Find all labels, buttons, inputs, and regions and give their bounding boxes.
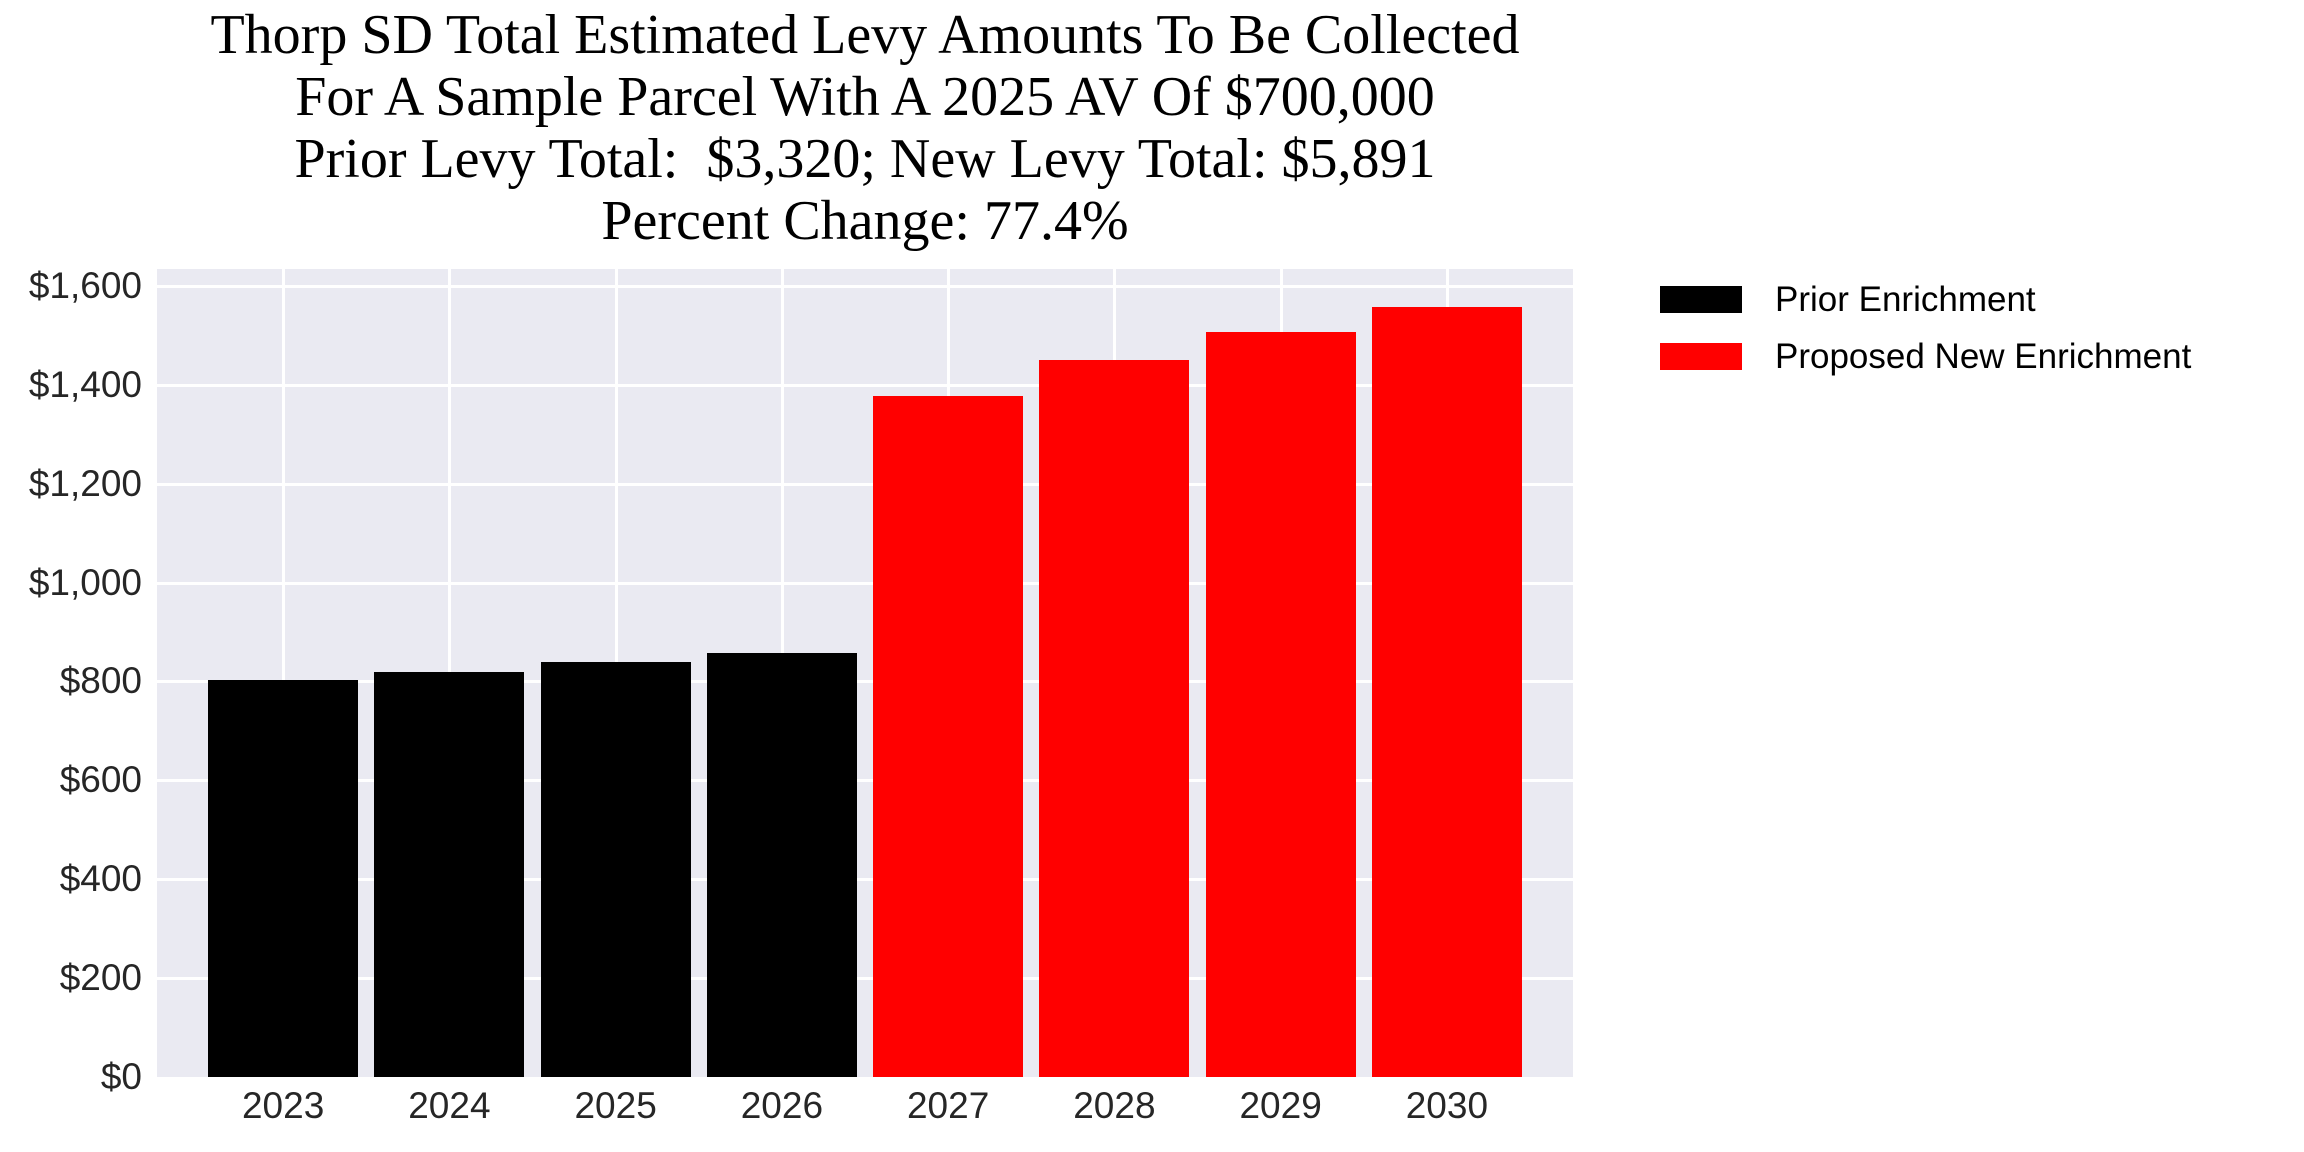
y-tick-label-1400: $1,400 [28, 363, 142, 405]
gridline-y-1600 [157, 284, 1573, 288]
gridline-y-1200 [157, 482, 1573, 486]
legend-item: Prior Enrichment [1660, 280, 2191, 319]
bar-2029 [1205, 332, 1356, 1077]
y-tick-label-0: $0 [100, 1056, 142, 1097]
plot-area [157, 269, 1573, 1077]
x-tick-label-2024: 2024 [408, 1085, 491, 1126]
gridline-y-400 [157, 878, 1573, 882]
y-tick-label-200: $200 [59, 957, 142, 999]
bar-2025 [540, 661, 691, 1077]
legend: Prior Enrichment Proposed New Enrichment [1660, 280, 2191, 400]
bar-2026 [706, 652, 857, 1077]
x-tick-label-2023: 2023 [241, 1085, 325, 1126]
bar-2024 [374, 672, 525, 1077]
y-tick-label-1200: $1,200 [28, 462, 142, 504]
x-tick-label-2025: 2025 [574, 1085, 657, 1126]
gridline-x-2023 [282, 269, 286, 1077]
legend-item: Proposed New Enrichment [1660, 337, 2191, 376]
y-tick-label-600: $600 [59, 759, 142, 801]
y-tick-label-800: $800 [59, 660, 142, 702]
chart-title: Thorp SD Total Estimated Levy Amounts To… [210, 4, 1520, 252]
y-tick-label-1000: $1,000 [28, 561, 142, 603]
legend-swatch-icon [1660, 286, 1742, 313]
bar-2027 [873, 395, 1024, 1077]
legend-label: Proposed New Enrichment [1775, 336, 2192, 376]
x-tick-label-2027: 2027 [906, 1085, 990, 1126]
y-tick-label-1600: $1,600 [28, 264, 142, 306]
gridline-y-200 [157, 977, 1573, 981]
x-tick-label-2028: 2028 [1073, 1085, 1156, 1126]
x-tick-label-2026: 2026 [740, 1085, 824, 1126]
gridline-y-1000 [157, 581, 1573, 585]
legend-label: Prior Enrichment [1775, 279, 2036, 319]
gridline-y-1400 [157, 383, 1573, 387]
bar-2023 [208, 679, 359, 1077]
legend-swatch-icon [1660, 343, 1742, 370]
bar-2030 [1371, 307, 1522, 1077]
gridline-y-600 [157, 779, 1573, 783]
gridline-y-800 [157, 680, 1573, 684]
x-tick-label-2030: 2030 [1405, 1085, 1489, 1126]
y-tick-label-400: $400 [59, 858, 142, 900]
x-tick-label-2029: 2029 [1239, 1085, 1322, 1126]
bar-2028 [1039, 359, 1190, 1077]
